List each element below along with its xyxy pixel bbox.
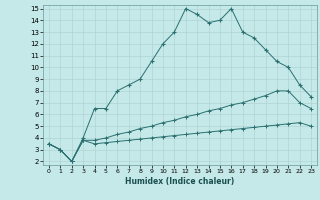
X-axis label: Humidex (Indice chaleur): Humidex (Indice chaleur) — [125, 177, 235, 186]
